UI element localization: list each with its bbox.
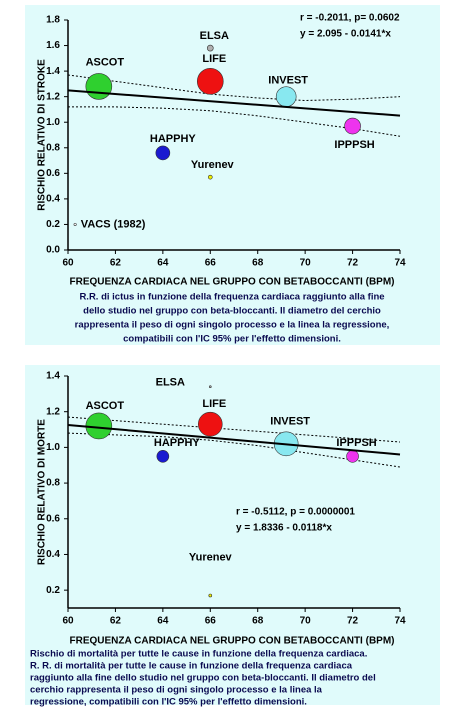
x-tick-label: 66 bbox=[205, 258, 217, 269]
point-label: LIFE bbox=[202, 398, 226, 410]
y-tick-label: 0.2 bbox=[46, 219, 60, 230]
bubble bbox=[155, 145, 171, 161]
y-tick-label: 1.4 bbox=[46, 66, 60, 77]
x-tick-label: 62 bbox=[110, 616, 122, 627]
x-tick-label: 64 bbox=[157, 616, 169, 627]
caption-line: Rischio di mortalità per tutte le cause … bbox=[30, 649, 367, 660]
point-label: HAPPHY bbox=[154, 437, 201, 449]
y-axis-title: RISCHIO RELATIVO DI MORTE bbox=[37, 419, 48, 565]
x-tick-label: 74 bbox=[394, 616, 406, 627]
bubble bbox=[206, 44, 214, 52]
x-tick-label: 68 bbox=[252, 616, 264, 627]
y-tick-label: 0.2 bbox=[46, 585, 60, 596]
point-label: ELSA bbox=[200, 30, 229, 42]
x-tick-label: 74 bbox=[394, 258, 406, 269]
x-axis-title: FREQUENZA CARDIACA NEL GRUPPO CON BETABO… bbox=[70, 636, 395, 647]
bubble bbox=[275, 86, 297, 107]
x-tick-label: 66 bbox=[205, 616, 217, 627]
point-label: HAPPHY bbox=[150, 133, 197, 145]
y-tick-label: 0.8 bbox=[46, 478, 60, 489]
x-tick-label: 60 bbox=[62, 258, 74, 269]
bubble bbox=[346, 450, 359, 463]
point-label: ASCOT bbox=[86, 400, 125, 412]
y-tick-label: 0.0 bbox=[46, 245, 60, 256]
y-tick-label: 0.4 bbox=[46, 549, 60, 560]
x-tick-label: 72 bbox=[347, 616, 359, 627]
point-label: IPPPSH bbox=[336, 437, 376, 449]
bubble bbox=[73, 222, 77, 226]
caption-line: rappresenta il peso di ogni singolo proc… bbox=[75, 320, 390, 331]
point-label: INVEST bbox=[270, 416, 310, 428]
bubble bbox=[196, 68, 224, 95]
annotation: y = 2.095 - 0.0141*x bbox=[300, 29, 391, 40]
y-tick-label: 1.2 bbox=[46, 406, 60, 417]
caption-line: R. R. di mortalità per tutte le cause in… bbox=[30, 661, 353, 672]
point-label: INVEST bbox=[268, 75, 308, 87]
regression-line bbox=[67, 89, 401, 117]
y-tick-label: 0.6 bbox=[46, 513, 60, 524]
y-tick-label: 0.4 bbox=[46, 194, 60, 205]
bubble bbox=[156, 450, 170, 463]
y-tick-label: 1.8 bbox=[46, 15, 60, 26]
annotation: r = -0.2011, p= 0.0602 bbox=[300, 13, 400, 24]
y-tick-label: 0.8 bbox=[46, 142, 60, 153]
ci-upper bbox=[67, 416, 401, 443]
point-label: ELSA bbox=[156, 377, 185, 389]
x-tick-label: 72 bbox=[347, 258, 359, 269]
bubble bbox=[207, 174, 213, 180]
bubble bbox=[208, 385, 212, 389]
bubble bbox=[344, 117, 361, 135]
x-axis-title: FREQUENZA CARDIACA NEL GRUPPO CON BETABO… bbox=[70, 277, 395, 288]
caption-line: raggiunto alla fine dello studio nel gru… bbox=[30, 673, 376, 684]
regression-line bbox=[67, 423, 401, 456]
bubble bbox=[85, 73, 113, 100]
caption-line: compatibili con l'IC 95% per l'effetto d… bbox=[123, 334, 341, 345]
caption-line: dello studio nel gruppo con beta-bloccan… bbox=[83, 306, 381, 317]
x-tick-label: 64 bbox=[157, 258, 169, 269]
point-label: LIFE bbox=[202, 53, 226, 65]
x-tick-label: 70 bbox=[300, 258, 312, 269]
point-label: IPPPSH bbox=[334, 139, 374, 151]
panel bbox=[25, 5, 440, 345]
point-label: Yurenev bbox=[191, 159, 235, 171]
y-tick-label: 1.6 bbox=[46, 40, 60, 51]
y-tick-label: 0.6 bbox=[46, 168, 60, 179]
x-tick-label: 70 bbox=[300, 616, 312, 627]
x-tick-label: 68 bbox=[252, 258, 264, 269]
annotation: r = -0.5112, p = 0.0000001 bbox=[236, 507, 355, 518]
point-label: Yurenev bbox=[189, 551, 233, 563]
x-tick-label: 60 bbox=[62, 616, 74, 627]
caption-line: cerchio rappresenta il peso di ogni sing… bbox=[30, 685, 323, 696]
caption-line: regressione, compatibili con l'IC 95% pe… bbox=[30, 697, 307, 708]
caption-line: R.R. di ictus in funzione della frequenz… bbox=[79, 292, 384, 303]
bubble bbox=[197, 411, 223, 437]
bubble bbox=[208, 593, 213, 598]
y-axis-title: RISCHIO RELATIVO DI STROKE bbox=[37, 59, 48, 211]
y-tick-label: 1.0 bbox=[46, 117, 60, 128]
y-tick-label: 1.4 bbox=[46, 371, 60, 382]
x-tick-label: 62 bbox=[110, 258, 122, 269]
point-label: VACS (1982) bbox=[81, 218, 146, 230]
y-tick-label: 1.0 bbox=[46, 442, 60, 453]
annotation: y = 1.8336 - 0.0118*x bbox=[236, 523, 332, 534]
point-label: ASCOT bbox=[86, 56, 125, 68]
y-tick-label: 1.2 bbox=[46, 91, 60, 102]
